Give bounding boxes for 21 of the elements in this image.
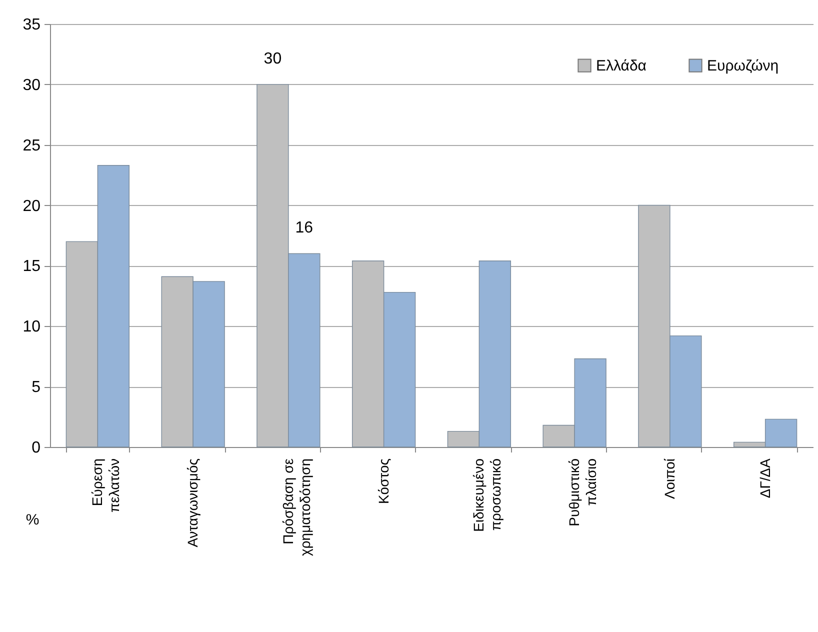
x-tick-label: Κόστος: [375, 458, 392, 504]
data-label: 30: [264, 50, 282, 68]
x-tick-label: Ειδικευμένο προσωπικό: [470, 458, 504, 532]
y-tick-label: 5: [32, 379, 41, 396]
y-tick-label: 30: [22, 76, 41, 94]
y-tick-label: 15: [22, 258, 41, 276]
y-tick-label: 20: [22, 198, 41, 215]
y-axis-title: %: [26, 512, 40, 528]
x-tick-label: ΔΓ/ΔΑ: [756, 458, 773, 498]
x-tick-label: Ανταγωνισμός: [184, 458, 201, 548]
x-tick-label: Εύρεση πελατών: [89, 458, 122, 513]
x-tick-label: Ρυθμιστικό πλαίσιο: [566, 458, 600, 526]
x-tick-label: Λοιποί: [661, 458, 678, 500]
y-tick-label: 35: [22, 16, 41, 34]
y-tick-label: 25: [22, 137, 41, 154]
y-tick-label: 10: [22, 318, 41, 336]
legend-label: Ευρωζώνη: [707, 58, 779, 75]
x-tick-label: Πρόσβαση σε χρηματοδότηση: [280, 458, 313, 556]
y-tick-label: 0: [32, 440, 41, 456]
data-label: 16: [295, 220, 314, 237]
legend-label: Ελλάδα: [596, 58, 647, 75]
